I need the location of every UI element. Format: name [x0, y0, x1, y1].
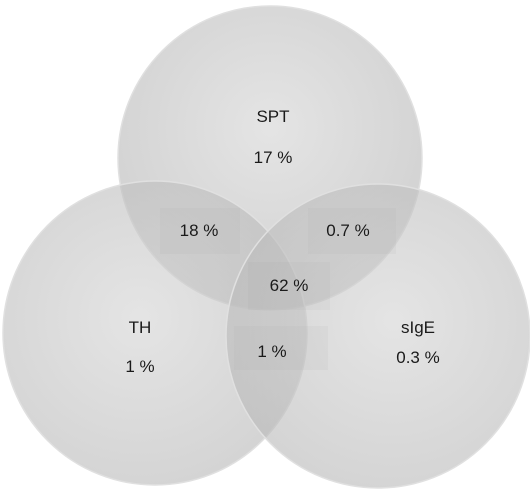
label-patch-th-sige — [234, 326, 328, 370]
set-label-spt: SPT — [256, 107, 289, 126]
percent-th-sige: 1 % — [257, 342, 286, 361]
label-patch-all — [248, 262, 330, 310]
percent-spt-th: 18 % — [180, 221, 219, 240]
set-label-th: TH — [129, 318, 152, 337]
percent-spt-only: 17 % — [254, 148, 293, 167]
percent-spt-sige: 0.7 % — [326, 221, 369, 240]
label-patch-spt-sige — [308, 208, 396, 254]
label-patch-spt-th — [160, 208, 240, 254]
percent-all: 62 % — [270, 276, 309, 295]
percent-th-only: 1 % — [125, 357, 154, 376]
circle-sige — [225, 183, 530, 489]
set-label-sige: sIgE — [401, 318, 435, 337]
percent-sige-only: 0.3 % — [396, 348, 439, 367]
